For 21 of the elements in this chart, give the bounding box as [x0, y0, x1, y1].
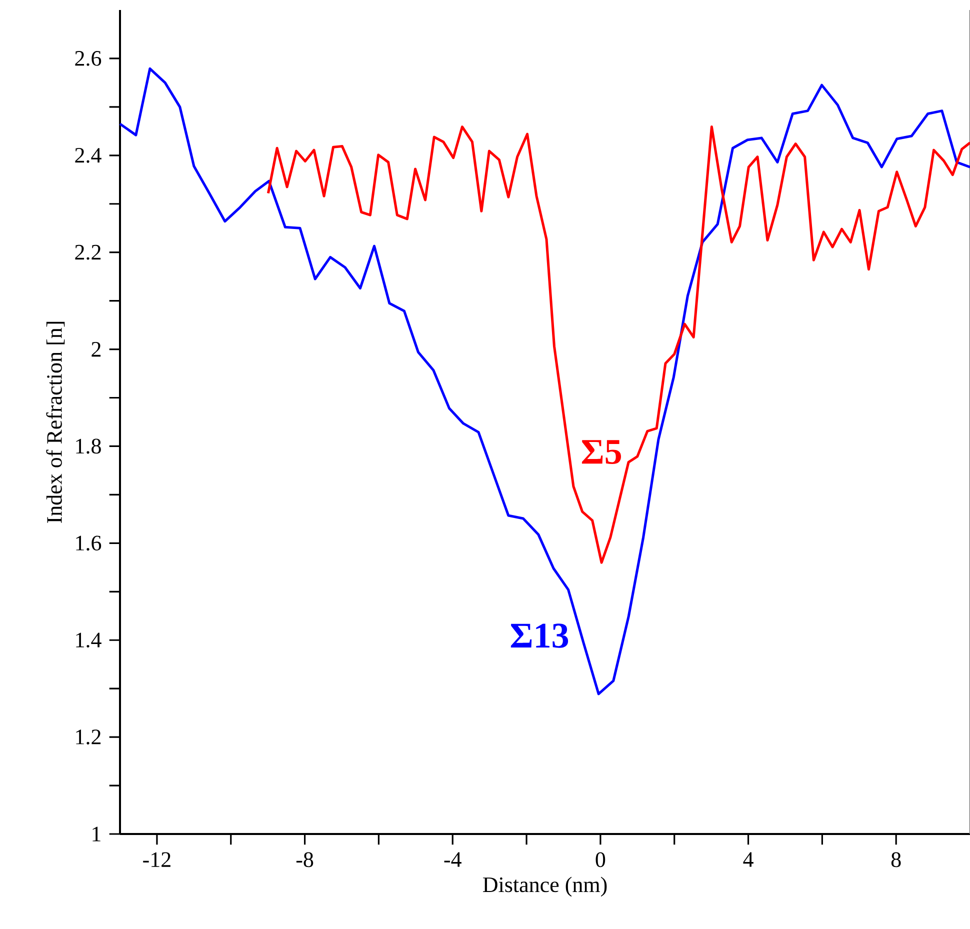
line-series: [266, 126, 970, 564]
x-tick-label: -12: [143, 852, 170, 867]
y-tick-label: 2.2: [75, 244, 101, 260]
y-tick-label: 1.8: [76, 438, 101, 454]
x-tick-label: 0: [596, 852, 606, 868]
x-tick-label: 8: [891, 852, 901, 868]
y-tick-label: 1: [92, 826, 100, 842]
y-tick-label: 1.4: [76, 632, 102, 648]
y-tick-label: 1.6: [76, 536, 102, 551]
x-tick-label: -4: [444, 852, 462, 867]
x-axis-title: Distance (nm): [483, 876, 607, 897]
x-tick-label: -8: [296, 852, 314, 868]
y-tick-label: 2.6: [75, 51, 102, 66]
line-series: [118, 67, 970, 696]
y-tick-label: 2.4: [75, 148, 102, 163]
y-axis-title: Index of Refraction [n]: [46, 322, 65, 523]
x-tick-label: 4: [743, 852, 754, 867]
y-tick-label: 2: [92, 342, 101, 357]
y-tick-label: 1.2: [76, 730, 101, 744]
series-label: Σ5: [582, 440, 622, 464]
series-label: Σ13: [510, 624, 568, 648]
